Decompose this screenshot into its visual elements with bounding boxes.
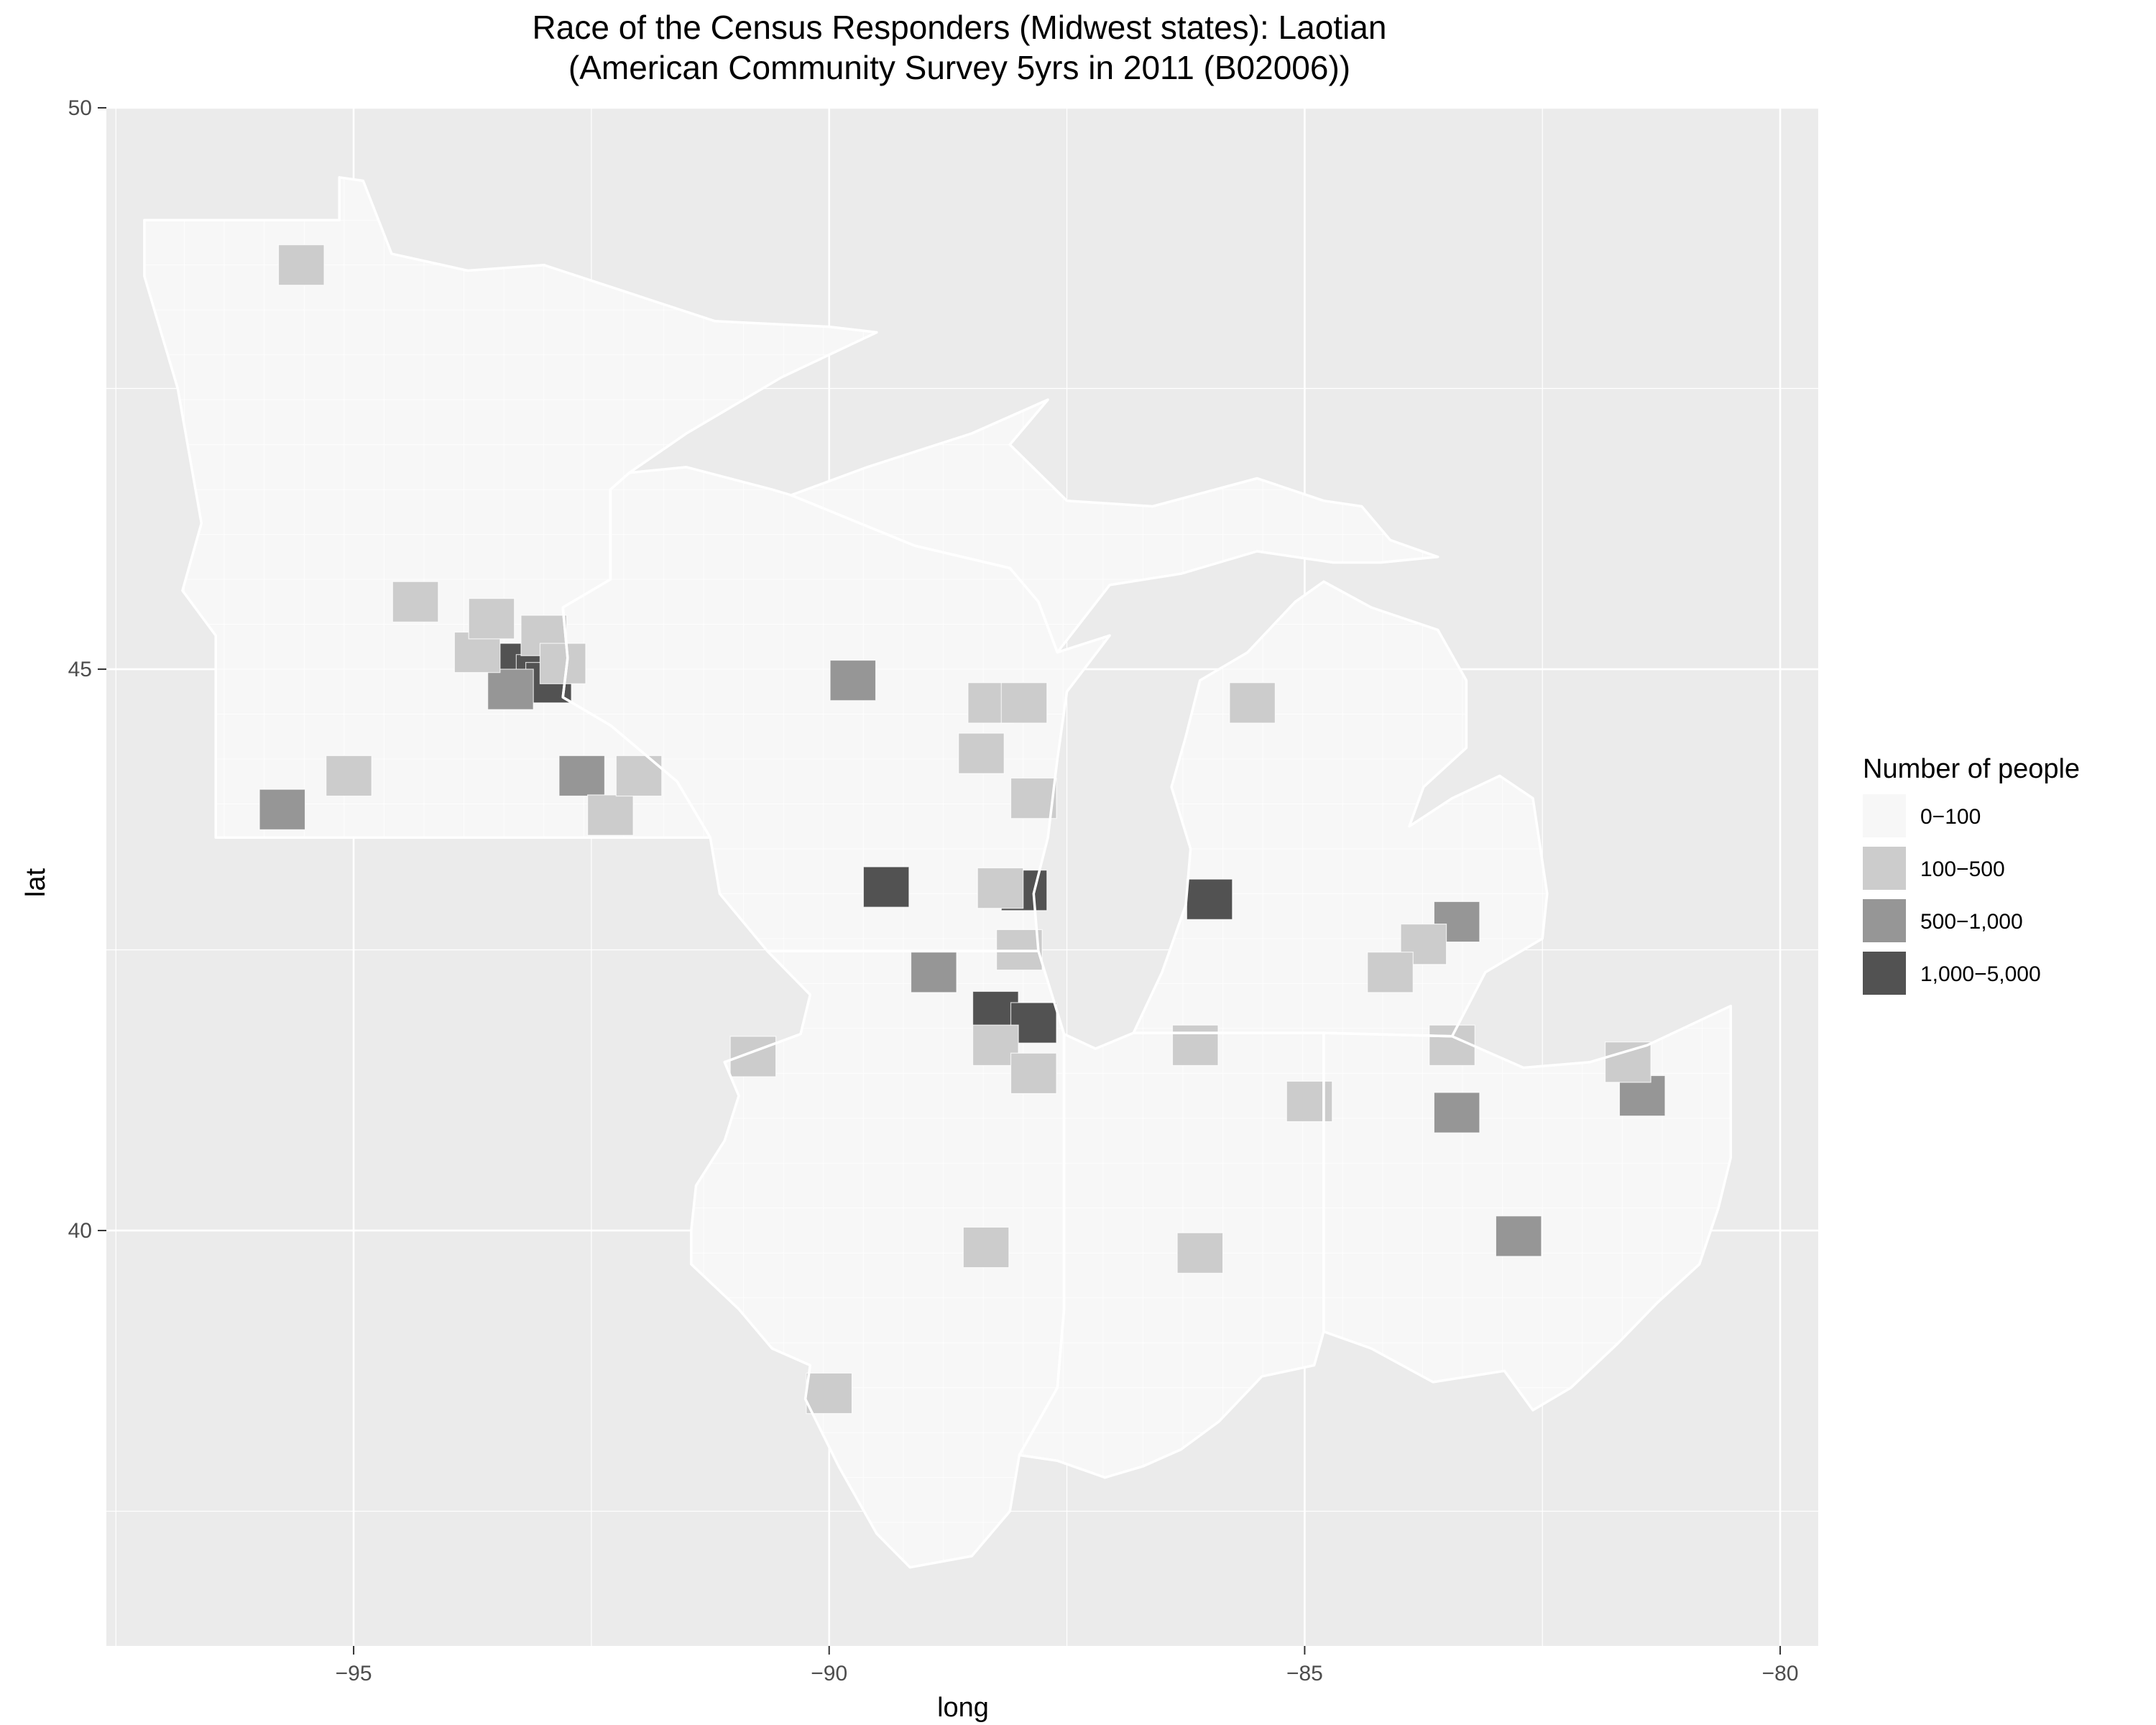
county-bin-1	[806, 1372, 853, 1414]
state-michiganUpper	[791, 400, 1438, 653]
legend-label-100-500: 100−500	[1920, 857, 2005, 881]
county-bin-1	[1229, 682, 1276, 724]
county-bin-2	[910, 952, 957, 993]
chart-title: Race of the Census Responders (Midwest s…	[533, 9, 1387, 46]
county-bin-2	[829, 659, 877, 702]
county-bin-2	[1433, 1092, 1480, 1133]
county-bin-1	[962, 1226, 1010, 1269]
legend: Number of people 0−100 100−500 500−1,000…	[1863, 754, 2080, 995]
county-bin-1	[958, 732, 1005, 774]
legend-label-500-1000: 500−1,000	[1920, 910, 2023, 934]
county-bin-1	[277, 244, 325, 286]
state-outline-ohio	[1322, 1004, 1733, 1412]
state-minnesota	[144, 177, 877, 838]
county-bin-1	[977, 867, 1024, 909]
x-tick-label: −80	[1762, 1662, 1799, 1685]
county-bin-1	[468, 598, 515, 640]
state-wisconsin	[563, 466, 1110, 952]
county-bin-1	[1429, 1024, 1475, 1067]
county-bin-3	[1186, 878, 1233, 920]
legend-title: Number of people	[1863, 754, 2080, 784]
legend-swatch-0-100	[1863, 794, 1906, 837]
county-bin-1	[1171, 1024, 1219, 1067]
legend-swatch-500-1000	[1863, 899, 1906, 942]
state-boundaries	[143, 176, 1733, 1569]
state-illinois	[691, 951, 1064, 1568]
county-bin-1	[1367, 952, 1414, 993]
state-outline-michiganLower	[1132, 580, 1549, 1038]
county-bin-2	[259, 788, 306, 830]
legend-label-0-100: 0−100	[1920, 805, 1981, 829]
legend-swatch-1000-5000	[1863, 952, 1906, 995]
county-layer	[259, 244, 1666, 1414]
county-bin-2	[558, 755, 606, 797]
county-bin-1	[539, 643, 586, 684]
county-bin-1	[392, 581, 439, 623]
county-bin-1	[1000, 682, 1048, 724]
county-bin-3	[1010, 1002, 1057, 1044]
x-tick-label: −95	[336, 1662, 372, 1685]
x-axis-title: long	[937, 1693, 989, 1723]
y-axis-title: lat	[21, 868, 51, 897]
y-tick-label: 40	[68, 1219, 92, 1243]
chart-subtitle: (American Community Survey 5yrs in 2011 …	[568, 49, 1350, 86]
y-tick-label: 50	[68, 96, 92, 120]
legend-label-1000-5000: 1,000−5,000	[1920, 962, 2041, 986]
state-indiana	[1019, 1033, 1324, 1478]
y-tick-label: 45	[68, 658, 92, 681]
county-bin-3	[862, 866, 910, 908]
x-tick-label: −85	[1286, 1662, 1323, 1685]
x-tick-label: −90	[811, 1662, 847, 1685]
county-bin-1	[1286, 1080, 1333, 1123]
axis-ticks: −95 −90 −85 −80 40 45 50	[68, 96, 1799, 1685]
county-bin-1	[1604, 1041, 1651, 1083]
county-bin-1	[1010, 1052, 1057, 1095]
county-bin-1	[326, 755, 372, 797]
legend-swatch-100-500	[1863, 847, 1906, 890]
county-bin-2	[1495, 1215, 1542, 1257]
county-bin-2	[487, 668, 534, 710]
county-bin-1	[1176, 1232, 1224, 1274]
county-bin-1	[1010, 777, 1057, 819]
county-bin-1	[587, 794, 634, 836]
state-outline-michiganUpper	[790, 398, 1439, 654]
